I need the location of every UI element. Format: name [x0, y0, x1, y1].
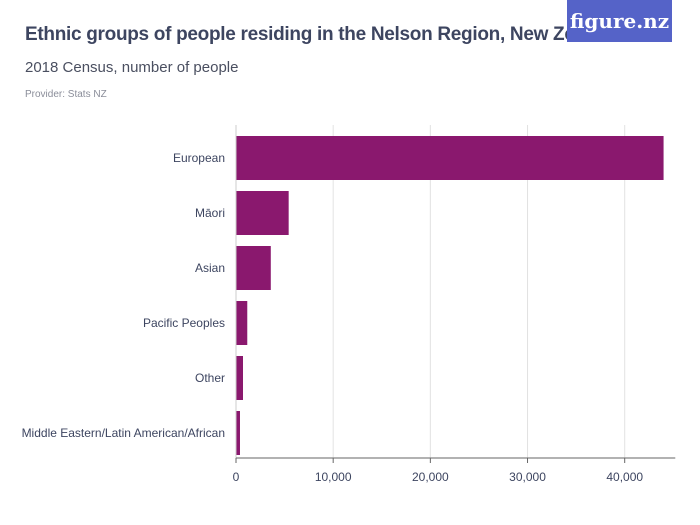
category-label: Māori [195, 206, 225, 220]
bar-european [236, 136, 664, 180]
bar-pacific-peoples [236, 301, 248, 345]
figure-nz-logo[interactable]: figure.nz [567, 0, 672, 42]
chart-title: Ethnic groups of people residing in the … [25, 24, 623, 45]
bar-asian [236, 246, 271, 290]
bar-other [236, 356, 243, 400]
category-label: European [173, 151, 225, 165]
x-tick-label: 40,000 [606, 470, 643, 484]
bar-middle-eastern-latin-american-african [236, 411, 240, 455]
chart-subtitle: 2018 Census, number of people [25, 59, 239, 76]
provider-label: Provider: Stats NZ [25, 89, 107, 100]
x-tick-label: 10,000 [315, 470, 352, 484]
x-tick-label: 30,000 [509, 470, 546, 484]
category-label: Pacific Peoples [143, 316, 225, 330]
x-tick-label: 0 [233, 470, 240, 484]
x-tick-label: 20,000 [412, 470, 449, 484]
category-label: Asian [195, 261, 225, 275]
category-label: Middle Eastern/Latin American/African [22, 426, 225, 440]
category-label: Other [195, 371, 225, 385]
bar-m-ori [236, 191, 289, 235]
